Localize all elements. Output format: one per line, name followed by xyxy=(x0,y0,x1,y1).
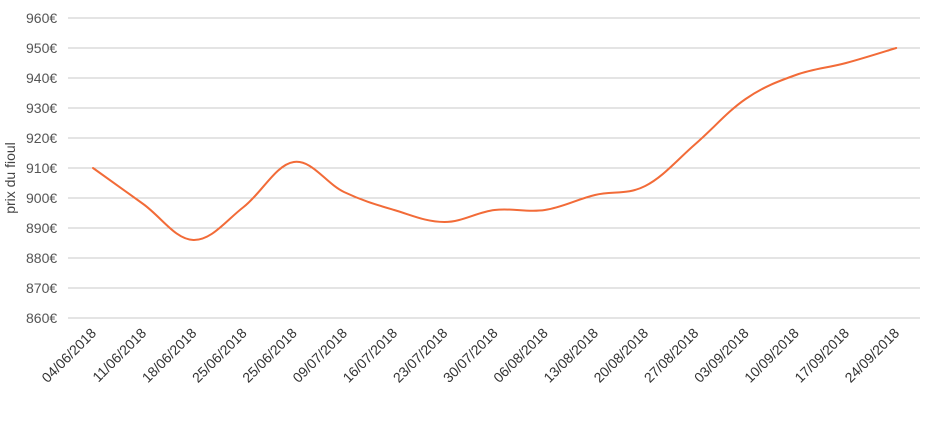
x-tick-label: 24/09/2018 xyxy=(841,325,902,386)
x-tick-label: 04/06/2018 xyxy=(38,325,99,386)
y-tick-label: 920€ xyxy=(26,130,57,146)
grid-lines xyxy=(68,17,920,319)
series-group xyxy=(92,47,898,242)
series-line-0 xyxy=(92,47,898,242)
y-tick-label: 910€ xyxy=(26,160,57,176)
y-tick-label: 870€ xyxy=(26,280,57,296)
y-tick-label: 930€ xyxy=(26,100,57,116)
y-tick-label: 950€ xyxy=(26,40,57,56)
y-tick-label: 890€ xyxy=(26,220,57,236)
y-tick-label: 940€ xyxy=(26,70,57,86)
y-tick-label: 960€ xyxy=(26,10,57,26)
y-tick-label: 860€ xyxy=(26,310,57,326)
y-axis-label: prix du fioul xyxy=(2,142,18,214)
y-axis-ticks: 860€ 870€ 880€ 890€ 900€ 910€ 920€ 930€ 940€ 950€… xyxy=(26,10,57,326)
y-tick-label: 880€ xyxy=(26,250,57,266)
x-axis-ticks: 04/06/201811/06/201818/06/201825/06/2018… xyxy=(38,325,902,386)
y-tick-label: 900€ xyxy=(26,190,57,206)
